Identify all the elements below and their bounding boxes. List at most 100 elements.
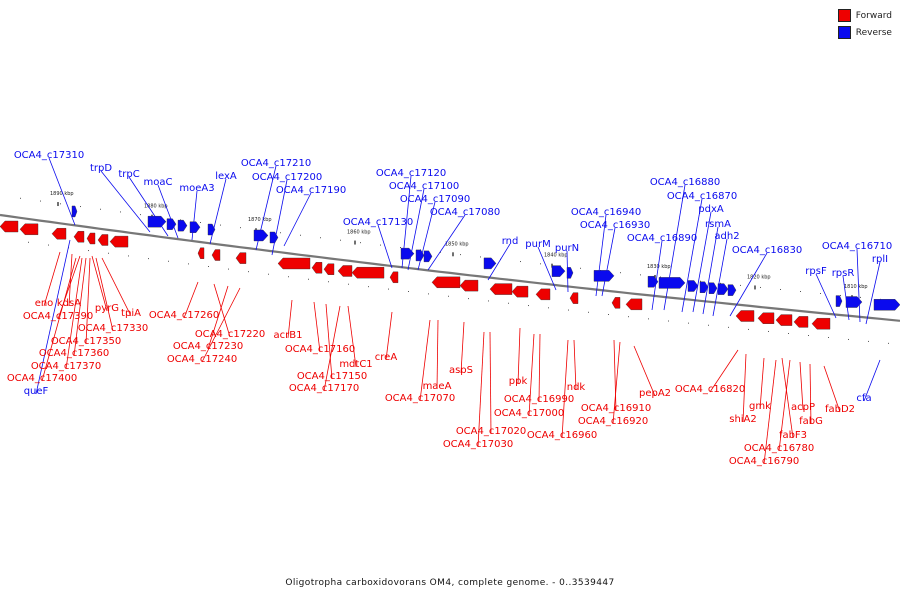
gene-label-OCA4_c17000[interactable]: OCA4_c17000	[494, 408, 564, 419]
gene-label-pyrG[interactable]: pyrG	[95, 303, 119, 314]
gene-label-ndk[interactable]: ndk	[567, 382, 586, 393]
gene-label-OCA4_c16790[interactable]: OCA4_c16790	[729, 456, 799, 467]
label-leader-line	[157, 184, 179, 239]
gene-label-OCA4_c16930[interactable]: OCA4_c16930	[580, 220, 650, 231]
gene-label-OCA4_c16830[interactable]: OCA4_c16830	[732, 245, 802, 256]
gene-label-OCA4_c16910[interactable]: OCA4_c16910	[581, 403, 651, 414]
gene-label-pepA2[interactable]: pepA2	[639, 388, 671, 399]
scale-dot	[820, 292, 821, 294]
gene-label-acrB1[interactable]: acrB1	[274, 330, 303, 341]
scale-dot	[428, 293, 429, 295]
gene-label-OCA4_c17330[interactable]: OCA4_c17330	[78, 323, 148, 334]
gene-label-pdxA[interactable]: pdxA	[698, 204, 724, 215]
gene-label-eno[interactable]: eno	[35, 298, 54, 309]
gene-label-creA[interactable]: creA	[375, 352, 398, 363]
gene-label-rnd[interactable]: rnd	[502, 236, 519, 247]
gene-label-OCA4_c16920[interactable]: OCA4_c16920	[578, 416, 648, 427]
gene-label-trpD[interactable]: trpD	[90, 163, 112, 174]
gene-label-cfa[interactable]: cfa	[856, 393, 871, 404]
reverse-gene-arrow	[687, 280, 699, 292]
gene-label-OCA4_c17390[interactable]: OCA4_c17390	[23, 311, 93, 322]
gene-label-OCA4_c16710[interactable]: OCA4_c16710	[822, 241, 892, 252]
gene-label-fabG[interactable]: fabG	[799, 416, 823, 427]
gene-label-OCA4_c17370[interactable]: OCA4_c17370	[31, 361, 101, 372]
gene-label-OCA4_c17100[interactable]: OCA4_c17100	[389, 181, 459, 192]
gene-label-OCA4_c17030[interactable]: OCA4_c17030	[443, 439, 513, 450]
gene-label-OCA4_c16870[interactable]: OCA4_c16870	[667, 191, 737, 202]
gene-label-OCA4_c16990[interactable]: OCA4_c16990	[504, 394, 574, 405]
gene-label-fabF3[interactable]: fabF3	[779, 430, 807, 441]
gene-label-OCA4_c16940[interactable]: OCA4_c16940	[571, 207, 641, 218]
gene-label-rpsR[interactable]: rpsR	[832, 268, 855, 279]
forward-gene-arrow	[811, 317, 831, 330]
gene-label-OCA4_c17150[interactable]: OCA4_c17150	[297, 371, 367, 382]
gene-label-OCA4_c17090[interactable]: OCA4_c17090	[400, 194, 470, 205]
gene-label-purM[interactable]: purM	[525, 239, 550, 250]
label-leader-line	[781, 357, 794, 439]
gene-label-OCA4_c17120[interactable]: OCA4_c17120	[376, 168, 446, 179]
gene-label-OCA4_c17230[interactable]: OCA4_c17230	[173, 341, 243, 352]
gene-label-mdtC1[interactable]: mdtC1	[339, 359, 372, 370]
gene-label-OCA4_c16960[interactable]: OCA4_c16960	[527, 430, 597, 441]
gene-label-OCA4_c16890[interactable]: OCA4_c16890	[627, 233, 697, 244]
gene-label-OCA4_c17220[interactable]: OCA4_c17220	[195, 329, 265, 340]
gene-label-OCA4_c16780[interactable]: OCA4_c16780	[744, 443, 814, 454]
reverse-gene-arrow	[177, 219, 188, 232]
gene-label-fabD2[interactable]: fabD2	[825, 404, 855, 415]
gene-label-OCA4_c17160[interactable]: OCA4_c17160	[285, 344, 355, 355]
gene-label-rplI[interactable]: rplI	[872, 254, 888, 265]
gene-label-OCA4_c17400[interactable]: OCA4_c17400	[7, 373, 77, 384]
gene-label-queF[interactable]: queF	[24, 386, 49, 397]
gene-label-kdsA[interactable]: kdsA	[57, 298, 81, 309]
reverse-gene-arrow	[708, 282, 718, 294]
gene-label-lexA[interactable]: lexA	[215, 171, 237, 182]
gene-label-ppk[interactable]: ppk	[509, 376, 528, 387]
gene-label-moaC[interactable]: moaC	[144, 177, 173, 188]
gene-label-gmk[interactable]: gmk	[749, 401, 771, 412]
gene-label-OCA4_c17350[interactable]: OCA4_c17350	[51, 336, 121, 347]
gene-label-OCA4_c17190[interactable]: OCA4_c17190	[276, 185, 346, 196]
gene-label-OCA4_c17070[interactable]: OCA4_c17070	[385, 393, 455, 404]
label-leader-line	[41, 257, 77, 382]
label-leader-line	[401, 175, 412, 269]
gene-label-OCA4_c17170[interactable]: OCA4_c17170	[289, 383, 359, 394]
gene-label-acpP[interactable]: acpP	[791, 402, 815, 413]
label-leader-line	[255, 165, 277, 251]
gene-label-OCA4_c17130[interactable]: OCA4_c17130	[343, 217, 413, 228]
gene-label-trpC[interactable]: trpC	[118, 169, 139, 180]
forward-gene-arrow	[51, 228, 67, 240]
scale-dot	[700, 280, 701, 282]
gene-label-rpsF[interactable]: rpsF	[805, 266, 827, 277]
gene-label-OCA4_c16880[interactable]: OCA4_c16880	[650, 177, 720, 188]
gene-label-OCA4_c17360[interactable]: OCA4_c17360	[39, 348, 109, 359]
legend-item-reverse: Reverse	[837, 25, 892, 40]
label-leader-line	[487, 243, 511, 281]
label-leader-line	[201, 287, 241, 363]
forward-gene-arrow	[323, 263, 335, 275]
scale-dot	[60, 203, 61, 205]
scale-dot	[208, 266, 209, 267]
gene-label-OCA4_c17200[interactable]: OCA4_c17200	[252, 172, 322, 183]
gene-label-purN[interactable]: purN	[555, 243, 579, 254]
gene-label-tpiA[interactable]: tpiA	[121, 308, 141, 319]
reverse-gene-arrow	[873, 299, 900, 311]
label-leader-line	[561, 339, 569, 439]
forward-gene-arrow	[109, 235, 129, 248]
gene-label-aspS[interactable]: aspS	[449, 365, 473, 376]
gene-label-rsmA[interactable]: rsmA	[705, 219, 731, 230]
gene-label-OCA4_c17080[interactable]: OCA4_c17080	[430, 207, 500, 218]
gene-label-adh2[interactable]: adh2	[714, 231, 739, 242]
gene-label-OCA4_c17240[interactable]: OCA4_c17240	[167, 354, 237, 365]
gene-label-OCA4_c17310[interactable]: OCA4_c17310	[14, 150, 84, 161]
gene-label-maeA[interactable]: maeA	[423, 381, 452, 392]
reverse-gene-arrow	[566, 267, 574, 279]
gene-label-moeA3[interactable]: moeA3	[179, 183, 214, 194]
gene-label-OCA4_c17210[interactable]: OCA4_c17210	[241, 158, 311, 169]
scale-dot	[728, 326, 729, 328]
gene-label-OCA4_c16820[interactable]: OCA4_c16820	[675, 384, 745, 395]
gene-label-OCA4_c17260[interactable]: OCA4_c17260	[149, 310, 219, 321]
label-leader-line	[865, 261, 881, 325]
scale-label: 1850 kbp	[445, 241, 469, 247]
gene-label-shiA2[interactable]: shiA2	[729, 414, 757, 425]
gene-label-OCA4_c17020[interactable]: OCA4_c17020	[456, 426, 526, 437]
